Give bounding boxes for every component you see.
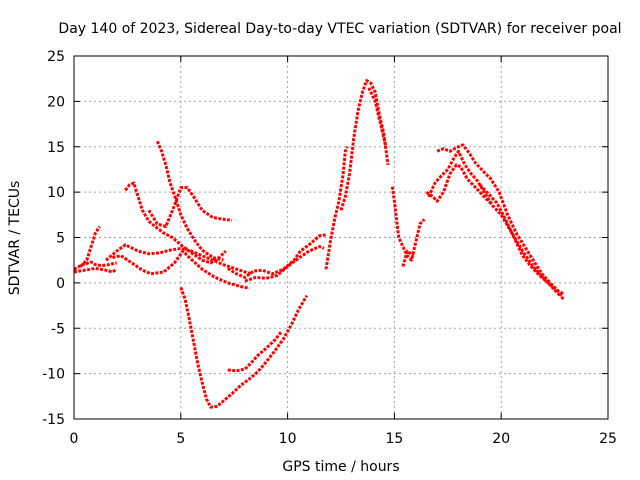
y-tick-label: 20: [47, 94, 65, 110]
series-arc-5: [112, 249, 250, 290]
series-arc-7: [155, 140, 224, 262]
y-tick-label: 10: [47, 185, 65, 201]
series-arc-11: [226, 233, 327, 279]
series-arc-2: [73, 266, 118, 274]
chart-title: Day 140 of 2023, Sidereal Day-to-day VTE…: [58, 21, 621, 37]
x-tick-label: 20: [492, 431, 510, 447]
series-arc-14: [339, 79, 390, 211]
series-arc-10: [227, 330, 283, 373]
series-arc-18: [425, 163, 492, 205]
x-tick-label: 25: [599, 431, 617, 447]
y-tick-label: 5: [56, 231, 65, 247]
series-arc-15: [367, 87, 388, 148]
series-arc-8: [147, 186, 233, 229]
y-tick-label: -5: [51, 321, 65, 337]
series-arc-20: [436, 143, 565, 300]
y-tick-label: 15: [47, 140, 65, 156]
data-series: [73, 79, 565, 409]
y-tick-label: 0: [56, 276, 65, 292]
series-arc-12: [244, 245, 325, 283]
series-arc-16: [390, 186, 426, 262]
grid-lines: [74, 56, 608, 419]
axis-ticks: 0 5 10 15 20 25 -15 -10 -5 0 5 10 15 20 25: [42, 49, 617, 447]
series-arc-9: [179, 286, 309, 409]
y-tick-label: -10: [42, 367, 65, 383]
x-tick-label: 10: [279, 431, 297, 447]
series-arc-3: [79, 225, 101, 268]
series-arc-13: [324, 146, 349, 270]
x-tick-label: 5: [176, 431, 185, 447]
y-axis-label: SDTVAR / TECUs: [7, 181, 23, 296]
x-tick-label: 0: [70, 431, 79, 447]
series-arc-17: [401, 249, 415, 267]
y-tick-label: -15: [42, 412, 65, 428]
series-arc-6: [124, 181, 227, 265]
x-tick-label: 15: [385, 431, 403, 447]
series-arc-21: [478, 183, 564, 296]
y-tick-label: 25: [47, 49, 65, 65]
x-axis-label: GPS time / hours: [282, 459, 399, 475]
